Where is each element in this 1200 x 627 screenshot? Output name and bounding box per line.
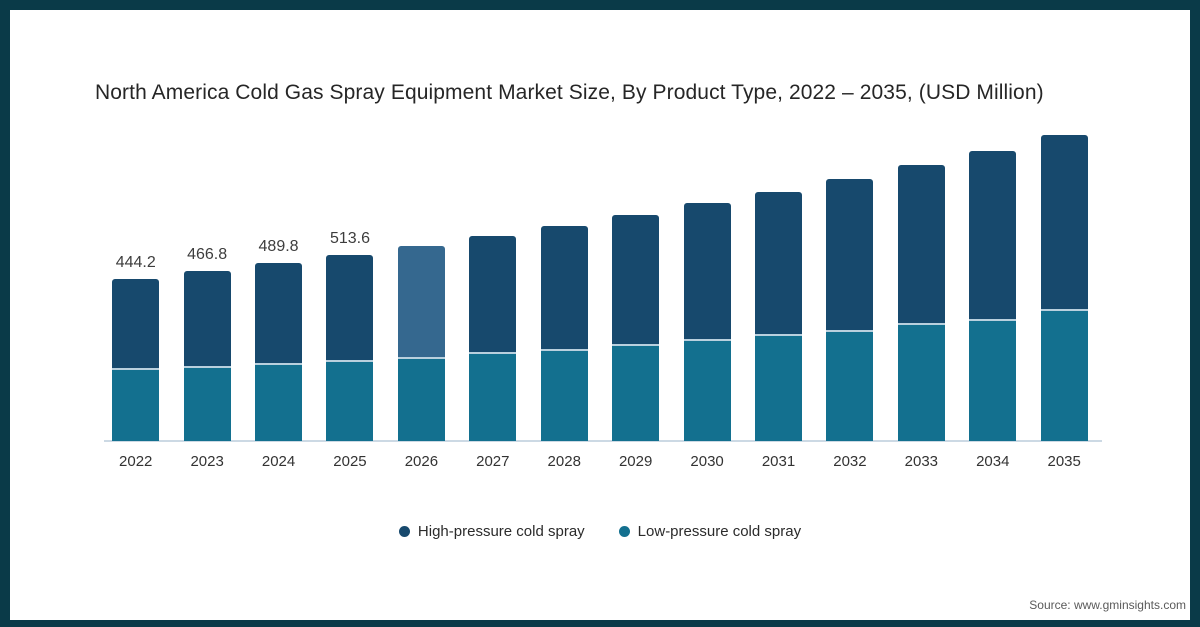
high-pressure-segment[interactable] xyxy=(969,151,1017,319)
x-axis-label-2022: 2022 xyxy=(119,453,153,470)
bar-column-2034 xyxy=(957,128,1028,441)
stacked-bar-2032 xyxy=(826,179,874,441)
low-pressure-segment[interactable] xyxy=(326,360,374,441)
bar-value-label: 466.8 xyxy=(187,246,228,263)
bar-column-2032 xyxy=(814,128,885,441)
bar-column-2028 xyxy=(529,128,600,441)
low-pressure-segment[interactable] xyxy=(826,330,874,441)
low-pressure-segment[interactable] xyxy=(183,366,231,441)
high-pressure-segment[interactable] xyxy=(397,246,445,357)
x-axis-label-2029: 2029 xyxy=(618,453,653,470)
bar-chart-plot: 444.2 466.8 489.8 513.6 xyxy=(100,128,1102,442)
high-pressure-segment[interactable] xyxy=(469,236,517,352)
chart-title: North America Cold Gas Spray Equipment M… xyxy=(95,81,1044,104)
low-pressure-segment[interactable] xyxy=(755,334,802,441)
high-pressure-segment[interactable] xyxy=(540,226,588,349)
stacked-bar-2025 xyxy=(326,255,374,441)
high-pressure-segment[interactable] xyxy=(1040,135,1088,309)
bar-column-2033 xyxy=(886,128,957,441)
x-axis-label-2031: 2031 xyxy=(761,453,796,470)
bar-column-2030 xyxy=(671,128,742,441)
bar-column-2023: 466.8 xyxy=(171,128,242,441)
low-pressure-segment[interactable] xyxy=(969,319,1017,441)
stacked-bar-2035 xyxy=(1040,135,1088,441)
x-axis-label-2027: 2027 xyxy=(476,453,510,470)
high-pressure-segment[interactable] xyxy=(683,203,731,339)
low-pressure-segment[interactable] xyxy=(612,344,660,441)
high-pressure-segment[interactable] xyxy=(112,279,160,368)
low-pressure-segment[interactable] xyxy=(683,339,731,441)
high-pressure-segment[interactable] xyxy=(326,255,374,360)
stacked-bar-2024 xyxy=(255,263,303,441)
x-axis-label-2035: 2035 xyxy=(1047,453,1081,470)
bar-column-2025: 513.6 xyxy=(314,128,385,441)
bar-column-2026 xyxy=(386,128,457,441)
legend-label: Low-pressure cold spray xyxy=(637,523,802,540)
low-pressure-segment[interactable] xyxy=(897,323,945,441)
x-axis-label-2034: 2034 xyxy=(976,453,1010,470)
x-axis-label-2032: 2032 xyxy=(833,453,867,470)
x-axis-label-2025: 2025 xyxy=(333,453,367,470)
low-pressure-segment[interactable] xyxy=(255,363,303,441)
bar-column-2035 xyxy=(1028,128,1099,441)
low-pressure-segment[interactable] xyxy=(397,357,445,441)
low-pressure-segment[interactable] xyxy=(469,352,517,441)
x-axis-label-2030: 2030 xyxy=(690,453,724,470)
legend: High-pressure cold spray Low-pressure col… xyxy=(10,523,1190,540)
bar-column-2024: 489.8 xyxy=(243,128,314,441)
high-pressure-segment[interactable] xyxy=(826,179,874,330)
x-axis-label-2023: 2023 xyxy=(190,453,224,470)
stacked-bar-2034 xyxy=(969,151,1017,441)
bar-column-2022: 444.2 xyxy=(100,128,171,441)
low-pressure-segment[interactable] xyxy=(540,349,588,441)
legend-item-low-pressure[interactable]: Low-pressure cold spray xyxy=(618,523,802,540)
stacked-bar-2027 xyxy=(469,236,517,441)
bar-value-label: 513.6 xyxy=(329,230,370,247)
stacked-bar-2031 xyxy=(755,192,802,441)
x-axis-label-2033: 2033 xyxy=(904,453,939,470)
stacked-bar-2030 xyxy=(683,203,731,441)
source-attribution: Source: www.gminsights.com xyxy=(1029,598,1186,612)
bar-value-label: 489.8 xyxy=(258,238,299,255)
bar-value-label: 444.2 xyxy=(115,254,156,271)
x-axis-label-2028: 2028 xyxy=(547,453,581,470)
bar-column-2029 xyxy=(600,128,671,441)
stacked-bar-2022 xyxy=(112,279,160,441)
bar-columns: 444.2 466.8 489.8 513.6 xyxy=(100,128,1100,441)
legend-item-high-pressure[interactable]: High-pressure cold spray xyxy=(398,523,585,540)
legend-label: High-pressure cold spray xyxy=(417,523,585,540)
low-pressure-segment[interactable] xyxy=(112,368,160,441)
bar-column-2027 xyxy=(457,128,528,441)
stacked-bar-2026 xyxy=(397,246,445,441)
bar-column-2031 xyxy=(743,128,814,441)
stacked-bar-2023 xyxy=(183,271,231,441)
high-pressure-segment[interactable] xyxy=(255,263,303,363)
legend-marker-icon xyxy=(398,526,410,537)
high-pressure-segment[interactable] xyxy=(897,165,945,323)
low-pressure-segment[interactable] xyxy=(1040,309,1088,441)
high-pressure-segment[interactable] xyxy=(612,215,660,344)
high-pressure-segment[interactable] xyxy=(755,192,802,334)
legend-marker-icon xyxy=(618,526,630,537)
high-pressure-segment[interactable] xyxy=(183,271,231,366)
x-axis-label-2026: 2026 xyxy=(404,453,439,470)
stacked-bar-2033 xyxy=(897,165,945,441)
x-axis-line xyxy=(104,440,1102,442)
stacked-bar-2028 xyxy=(540,226,588,441)
stacked-bar-2029 xyxy=(612,215,660,441)
x-axis-labels: 2022 2023 2024 2025 2026 2027 2028 2029 2030 2031… xyxy=(100,453,1100,470)
x-axis-label-2024: 2024 xyxy=(261,453,296,470)
